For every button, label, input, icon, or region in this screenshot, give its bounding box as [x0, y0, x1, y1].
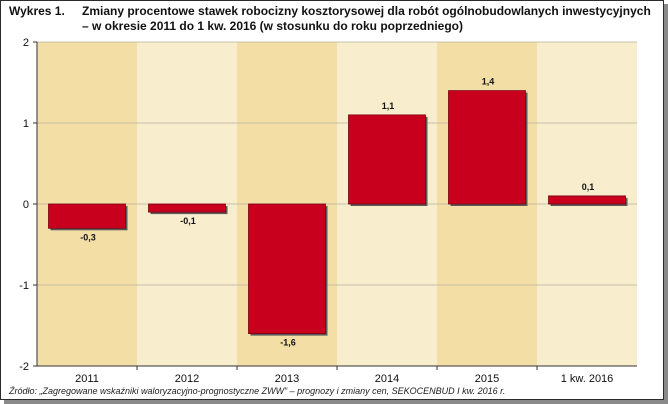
bars	[48, 90, 628, 336]
x-tick-label: 1 kw. 2016	[561, 373, 614, 385]
bar	[248, 203, 326, 335]
x-tick-label: 2012	[175, 373, 199, 385]
data-label: -0,3	[80, 232, 96, 242]
y-axis: 2 1 0 -1 -2	[19, 37, 38, 373]
title-line-1: Zmiany procentowe stawek robocizny koszt…	[82, 4, 651, 18]
x-tick-label: 2011	[75, 373, 99, 385]
data-label: 0,1	[582, 182, 595, 192]
frame-shadow-bottom	[4, 400, 668, 404]
title-line-2: – w okresie 2011 do 1 kw. 2016 (w stosun…	[82, 19, 463, 33]
data-label: -1,6	[280, 338, 296, 348]
bar	[48, 203, 126, 229]
gridlines	[37, 41, 637, 286]
bar	[548, 195, 626, 205]
data-label: -0,1	[180, 216, 196, 226]
bar	[148, 203, 226, 213]
figure-label: Wykres 1.	[9, 4, 65, 18]
y-tick-label: 1	[23, 118, 29, 130]
data-label: 1,1	[382, 101, 395, 111]
y-tick-label: -1	[19, 280, 29, 292]
x-tick-label: 2013	[275, 373, 299, 385]
source-note: Źródło: „Zagregowane wskaźniki waloryzac…	[9, 386, 506, 396]
y-tick-label: -2	[19, 361, 29, 373]
bar	[348, 114, 426, 205]
bar	[448, 90, 526, 205]
y-tick-label: 0	[23, 199, 29, 211]
data-labels: -0,3 -0,1 -1,6 1,1 1,4 0,1	[80, 77, 594, 348]
frame-shadow-right	[664, 4, 668, 404]
data-label: 1,4	[482, 77, 495, 87]
x-tick-label: 2015	[475, 373, 499, 385]
x-axis: 2011 2012 2013 2014 2015 1 kw. 2016	[37, 365, 637, 385]
x-tick-label: 2014	[375, 373, 399, 385]
y-tick-label: 2	[23, 37, 29, 49]
